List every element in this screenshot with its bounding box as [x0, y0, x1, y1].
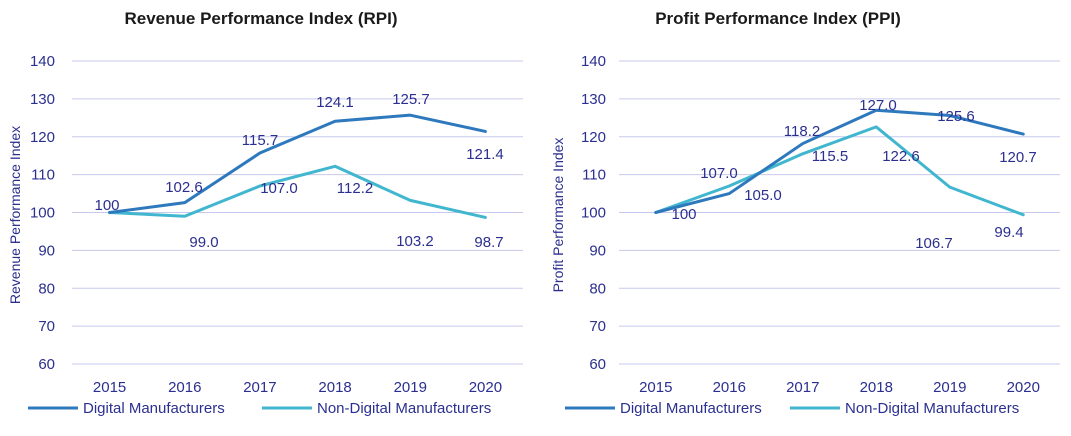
x-tick-label: 2017 — [786, 379, 819, 396]
data-label: 102.6 — [165, 179, 203, 196]
y-tick-label: 80 — [589, 280, 606, 297]
data-label: 100 — [671, 206, 696, 223]
data-label: 122.6 — [882, 148, 920, 165]
data-label: 115.5 — [812, 148, 848, 165]
x-tick-label: 2016 — [168, 379, 201, 396]
data-label: 105.0 — [744, 187, 782, 204]
y-tick-label: 110 — [31, 167, 55, 184]
profit-chart: Profit Performance Index (PPI) Profit Pe… — [536, 0, 1071, 431]
x-tick-label: 2019 — [394, 379, 427, 396]
data-label: 125.6 — [937, 108, 975, 125]
data-label: 106.7 — [915, 235, 953, 252]
data-label: 98.7 — [474, 234, 503, 251]
y-tick-label: 140 — [30, 53, 55, 70]
y-tick-label: 70 — [589, 318, 606, 335]
x-tick-label: 2018 — [318, 379, 351, 396]
y-tick-label: 90 — [38, 242, 55, 259]
y-tick-label: 100 — [581, 205, 606, 222]
x-tick-label: 2019 — [933, 379, 966, 396]
x-tick-label: 2018 — [860, 379, 893, 396]
x-tick-label: 2020 — [1007, 379, 1040, 396]
revenue-chart-svg: Revenue Performance Index (RPI) Revenue … — [7, 9, 523, 417]
data-label: 127.0 — [859, 97, 897, 114]
data-label: 118.2 — [784, 123, 820, 140]
y-tick-label: 120 — [581, 129, 606, 146]
data-label: 124.1 — [316, 94, 354, 111]
y-tick-label: 130 — [30, 91, 55, 108]
x-tick-label: 2016 — [713, 379, 746, 396]
y-axis-label: Profit Performance Index — [550, 138, 566, 293]
y-tick-label: 100 — [30, 205, 55, 222]
x-tick-label: 2015 — [639, 379, 672, 396]
y-axis-label: Revenue Performance Index — [7, 126, 23, 304]
data-label: 103.2 — [396, 233, 434, 250]
data-label: 107.0 — [260, 180, 298, 197]
legend-label: Digital Manufacturers — [83, 400, 225, 417]
data-label: 100 — [94, 197, 119, 214]
non-digital-series-line — [654, 125, 1025, 217]
y-tick-label: 60 — [38, 356, 55, 373]
y-tick-label: 70 — [38, 318, 55, 335]
data-label: 120.7 — [999, 149, 1037, 166]
legend-label: Non-Digital Manufacturers — [317, 400, 491, 417]
x-tick-label: 2017 — [243, 379, 276, 396]
y-tick-label: 90 — [589, 242, 606, 259]
digital-series-line — [654, 108, 1025, 214]
data-label: 115.7 — [242, 132, 278, 149]
data-label: 107.0 — [700, 165, 738, 182]
y-tick-label: 130 — [581, 91, 606, 108]
x-tick-label: 2015 — [93, 379, 126, 396]
data-label: 121.4 — [466, 146, 504, 163]
data-label: 112.2 — [337, 180, 373, 197]
y-tick-label: 60 — [589, 356, 606, 373]
non-digital-series-line — [108, 164, 487, 219]
chart-title: Revenue Performance Index (RPI) — [124, 9, 397, 28]
legend-label: Digital Manufacturers — [620, 400, 762, 417]
chart-title: Profit Performance Index (PPI) — [655, 9, 901, 28]
profit-chart-svg: Profit Performance Index (PPI) Profit Pe… — [550, 9, 1060, 417]
data-label: 99.4 — [994, 224, 1023, 241]
data-label: 99.0 — [189, 234, 218, 251]
data-label: 125.7 — [392, 91, 430, 108]
x-tick-label: 2020 — [469, 379, 502, 396]
revenue-chart: Revenue Performance Index (RPI) Revenue … — [0, 0, 536, 431]
y-tick-label: 120 — [30, 129, 55, 146]
y-tick-label: 110 — [582, 167, 606, 184]
y-tick-label: 140 — [581, 53, 606, 70]
y-tick-label: 80 — [38, 280, 55, 297]
legend-label: Non-Digital Manufacturers — [845, 400, 1019, 417]
digital-series-line — [108, 113, 487, 214]
